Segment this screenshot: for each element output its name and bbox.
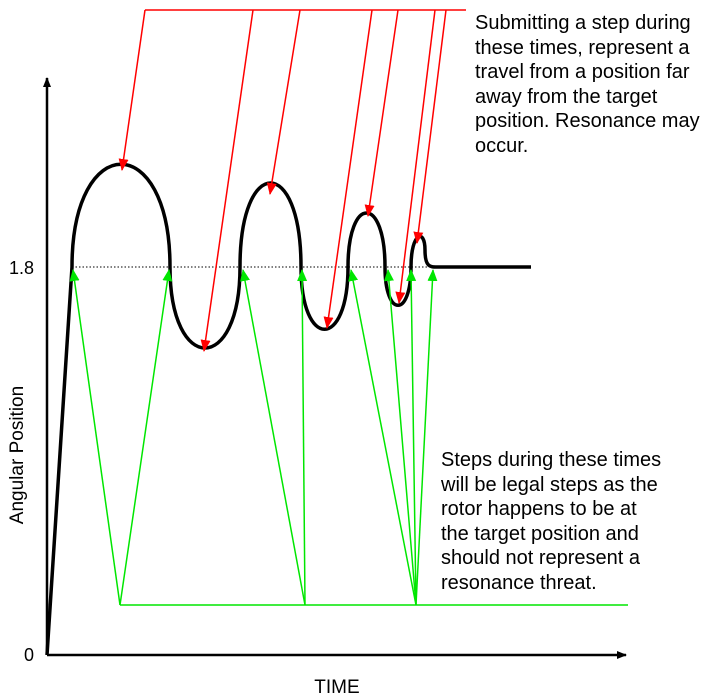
legal-step-arrows (69, 269, 628, 606)
legal-arrow-2 (119, 269, 173, 606)
x-axis-label: TIME (314, 677, 359, 698)
resonance-arrow-4 (323, 9, 373, 329)
y-tick-target: 1.8 (9, 258, 34, 278)
y-tick-zero: 0 (24, 645, 34, 665)
resonance-arrows (118, 9, 466, 352)
legal-arrow-8 (415, 269, 438, 606)
legal-steps-annotation: Steps during these times will be legal s… (441, 449, 662, 594)
legal-arrow-1 (69, 269, 121, 606)
legal-arrow-6 (383, 269, 417, 606)
rotor-response-curve (45, 162, 531, 656)
resonance-arrow-7 (413, 9, 447, 244)
legal-arrow-7 (406, 269, 417, 606)
resonance-arrow-6 (395, 9, 436, 304)
resonance-annotation: Submitting a step during these times, re… (475, 12, 700, 157)
resonance-arrow-2 (200, 9, 254, 352)
y-axis-label: Angular Position (7, 386, 28, 524)
resonance-arrow-3 (266, 9, 301, 195)
legal-arrow-4 (297, 269, 308, 606)
resonance-arrow-5 (364, 9, 399, 217)
legal-arrow-3 (240, 269, 306, 606)
legal-arrow-5 (348, 269, 417, 606)
resonance-arrow-1 (118, 9, 146, 171)
